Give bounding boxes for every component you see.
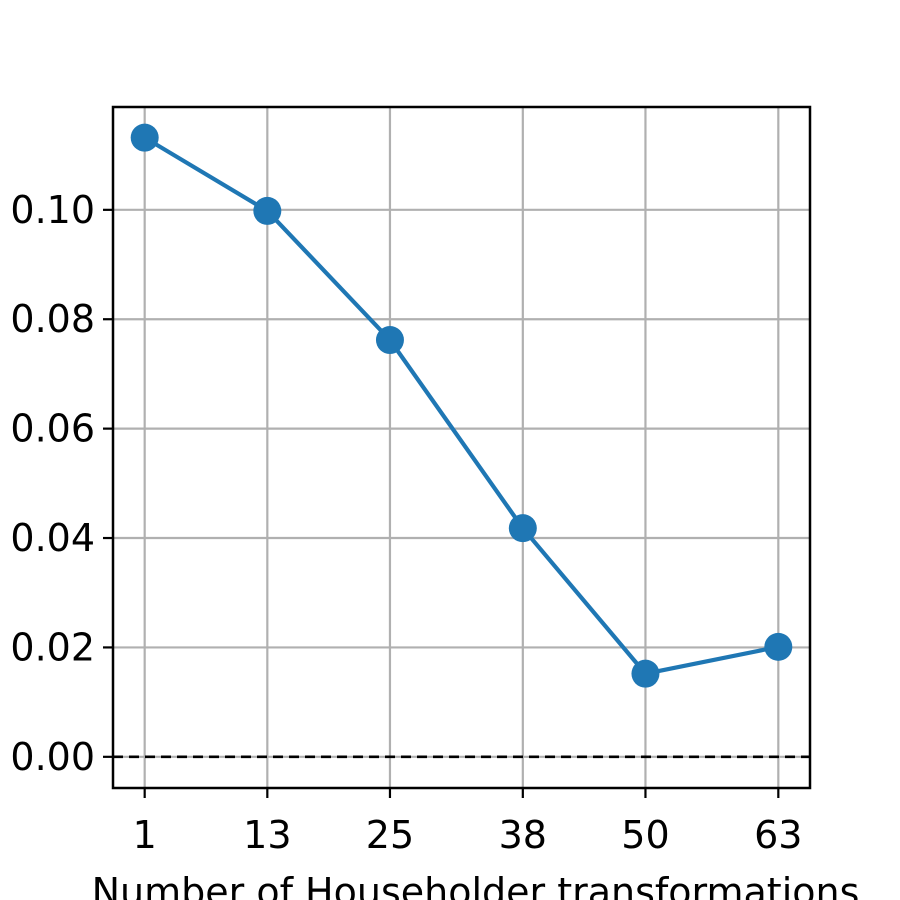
data-point bbox=[130, 123, 159, 152]
plot-frame bbox=[111, 105, 812, 790]
data-point bbox=[375, 326, 404, 355]
y-tick-label: 0.02 bbox=[10, 625, 95, 669]
data-point bbox=[253, 196, 282, 225]
x-axis-label: Number of Householder transformations bbox=[92, 870, 860, 900]
x-tick-label: 13 bbox=[243, 813, 291, 857]
y-tick-label: 0.08 bbox=[10, 297, 95, 341]
y-tick-label: 0.04 bbox=[10, 516, 95, 560]
series-line bbox=[143, 135, 779, 676]
y-tick-label: 0.00 bbox=[10, 735, 95, 779]
series-layer bbox=[130, 123, 793, 688]
axis-ticks: 1 13 25 38 50 63 0.00 0.02 0.04 0.06 0.08 0.10 bbox=[10, 188, 802, 857]
grid-lines bbox=[113, 107, 810, 788]
x-tick-label: 50 bbox=[621, 813, 669, 857]
x-tick-label: 63 bbox=[754, 813, 802, 857]
x-tick-label: 1 bbox=[133, 813, 157, 857]
y-tick-label: 0.10 bbox=[10, 188, 95, 232]
data-point bbox=[631, 659, 660, 688]
data-point bbox=[508, 514, 537, 543]
data-point bbox=[764, 632, 793, 661]
x-tick-label: 38 bbox=[499, 813, 547, 857]
x-tick-label: 25 bbox=[366, 813, 414, 857]
y-tick-label: 0.06 bbox=[10, 407, 95, 451]
